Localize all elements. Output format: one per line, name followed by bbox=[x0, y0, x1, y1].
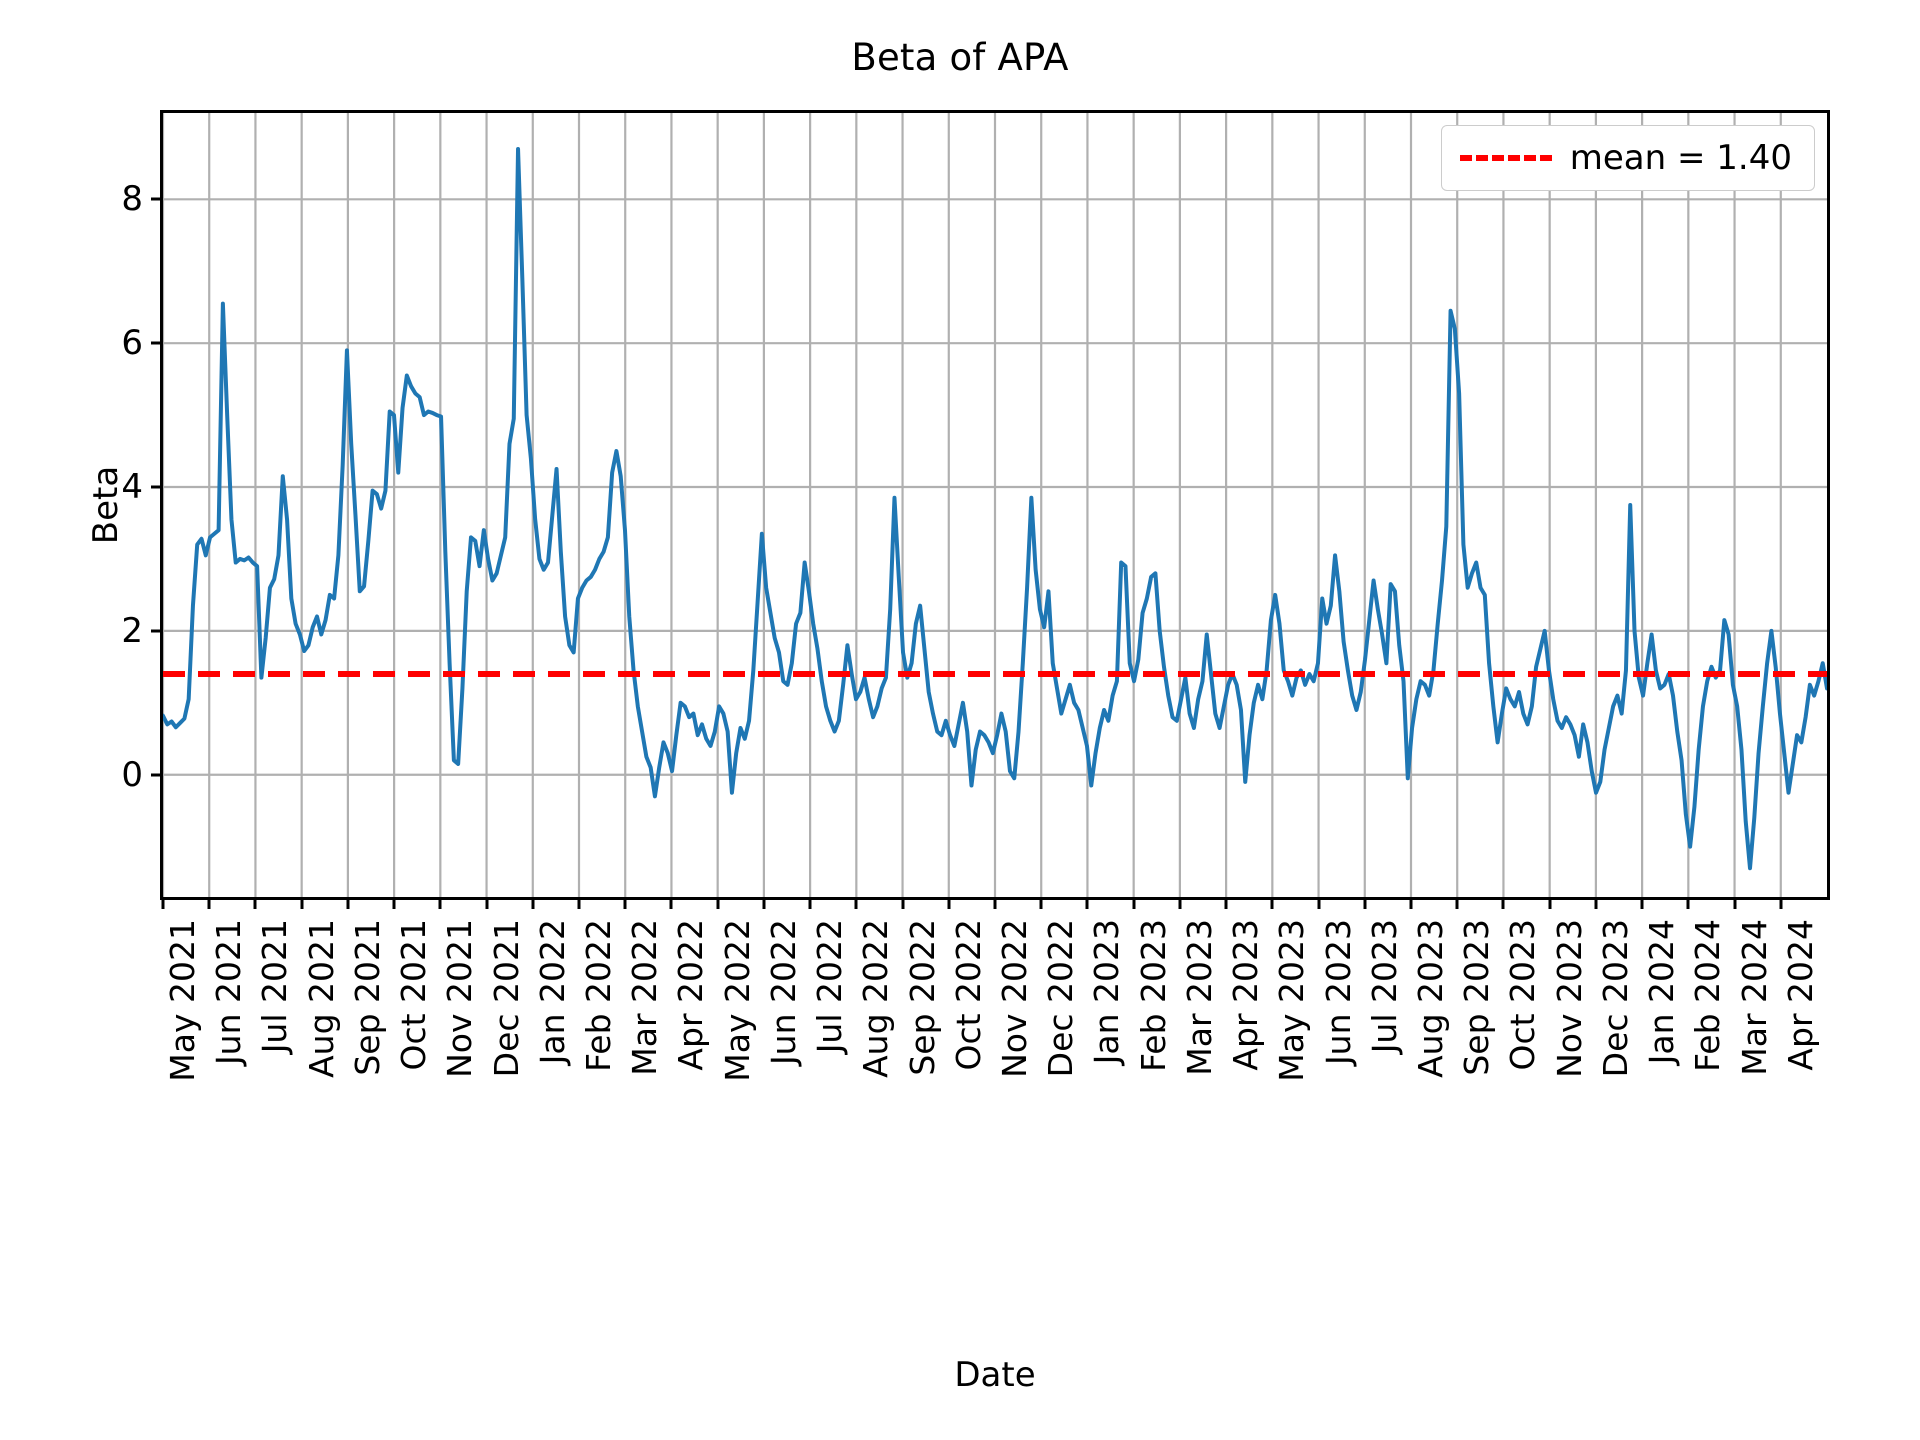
x-tick-label: Jan 2023 bbox=[1087, 919, 1127, 1065]
y-tick-label: 0 bbox=[121, 754, 143, 795]
x-tick-mark bbox=[392, 897, 396, 909]
x-tick-label: Aug 2021 bbox=[301, 919, 341, 1078]
x-tick-label: Jul 2023 bbox=[1364, 919, 1404, 1054]
x-tick-label: Dec 2021 bbox=[486, 919, 526, 1078]
x-tick-mark bbox=[1039, 897, 1043, 909]
x-tick-label: Sep 2022 bbox=[902, 919, 942, 1076]
x-tick-label: Mar 2023 bbox=[1179, 919, 1219, 1076]
x-tick-mark bbox=[1317, 897, 1321, 909]
x-tick-label: Sep 2023 bbox=[1457, 919, 1497, 1076]
series-line-beta bbox=[163, 149, 1827, 868]
x-tick-label: Aug 2023 bbox=[1411, 919, 1450, 1078]
x-tick-mark bbox=[808, 897, 812, 909]
x-tick-mark bbox=[901, 897, 905, 909]
x-tick-mark bbox=[1224, 897, 1228, 909]
x-tick-label: Mar 2024 bbox=[1734, 919, 1774, 1076]
x-tick-label: Jun 2021 bbox=[209, 919, 249, 1066]
y-tick-mark bbox=[151, 773, 163, 777]
legend-swatch-mean-line bbox=[1459, 155, 1552, 161]
series-layer bbox=[163, 113, 1827, 897]
x-tick-mark bbox=[1455, 897, 1459, 909]
x-tick-label: May 2021 bbox=[163, 919, 202, 1082]
x-tick-mark bbox=[207, 897, 211, 909]
x-tick-mark bbox=[1085, 897, 1089, 909]
y-tick-label: 8 bbox=[121, 179, 143, 220]
x-tick-label: Jul 2021 bbox=[255, 919, 295, 1054]
y-tick-mark bbox=[151, 341, 163, 345]
x-tick-mark bbox=[253, 897, 257, 909]
x-tick-label: Aug 2022 bbox=[856, 919, 896, 1078]
x-tick-label: Feb 2022 bbox=[579, 919, 618, 1072]
x-tick-mark bbox=[1501, 897, 1505, 909]
x-tick-mark bbox=[1548, 897, 1552, 909]
x-tick-label: Sep 2021 bbox=[347, 919, 387, 1076]
x-tick-mark bbox=[669, 897, 673, 909]
x-tick-label: Jul 2022 bbox=[810, 919, 850, 1054]
legend: mean = 1.40 bbox=[1440, 125, 1815, 191]
x-tick-label: May 2022 bbox=[717, 919, 757, 1082]
x-tick-label: Feb 2023 bbox=[1133, 919, 1173, 1072]
x-tick-label: May 2023 bbox=[1272, 919, 1312, 1082]
x-tick-mark bbox=[485, 897, 489, 909]
x-tick-label: Nov 2023 bbox=[1549, 919, 1589, 1078]
x-tick-mark bbox=[161, 897, 165, 909]
x-tick-label: Nov 2021 bbox=[440, 919, 480, 1078]
x-tick-label: Dec 2022 bbox=[1041, 919, 1081, 1078]
x-tick-mark bbox=[947, 897, 951, 909]
x-tick-mark bbox=[300, 897, 304, 909]
y-tick-label: 4 bbox=[121, 467, 143, 508]
x-tick-label: Nov 2022 bbox=[995, 919, 1034, 1078]
x-tick-label: Feb 2024 bbox=[1688, 919, 1728, 1072]
x-tick-label: Jan 2022 bbox=[532, 919, 572, 1065]
x-tick-label: Jan 2024 bbox=[1642, 919, 1682, 1065]
y-tick-mark bbox=[151, 485, 163, 489]
x-tick-mark bbox=[1686, 897, 1690, 909]
x-tick-mark bbox=[1270, 897, 1274, 909]
x-tick-mark bbox=[577, 897, 581, 909]
x-tick-mark bbox=[1594, 897, 1598, 909]
x-tick-mark bbox=[993, 897, 997, 909]
x-tick-mark bbox=[1363, 897, 1367, 909]
legend-label-mean-line: mean = 1.40 bbox=[1569, 138, 1792, 178]
grid-layer bbox=[163, 113, 1827, 897]
x-tick-mark bbox=[1733, 897, 1737, 909]
x-tick-mark bbox=[346, 897, 350, 909]
series-svg bbox=[163, 113, 1827, 897]
x-axis-label: Date bbox=[954, 1355, 1036, 1395]
x-tick-label: Jun 2023 bbox=[1318, 919, 1358, 1066]
x-tick-mark bbox=[1640, 897, 1644, 909]
y-tick-mark bbox=[151, 197, 163, 201]
x-tick-mark bbox=[1409, 897, 1413, 909]
y-tick-label: 2 bbox=[121, 610, 143, 651]
x-tick-label: Apr 2023 bbox=[1226, 919, 1266, 1071]
x-tick-mark bbox=[438, 897, 442, 909]
x-tick-mark bbox=[1132, 897, 1136, 909]
y-tick-mark bbox=[151, 629, 163, 633]
x-tick-label: Jun 2022 bbox=[763, 919, 803, 1066]
x-tick-mark bbox=[1779, 897, 1783, 909]
x-tick-label: Oct 2021 bbox=[394, 919, 434, 1071]
x-tick-mark bbox=[531, 897, 535, 909]
y-axis-label: Beta bbox=[86, 465, 127, 545]
y-tick-label: 6 bbox=[121, 323, 143, 364]
x-tick-label: Oct 2023 bbox=[1503, 919, 1543, 1071]
x-tick-label: Apr 2022 bbox=[671, 919, 711, 1071]
page-title: Beta of APA bbox=[851, 36, 1069, 79]
x-tick-mark bbox=[623, 897, 627, 909]
x-tick-mark bbox=[762, 897, 766, 909]
x-tick-mark bbox=[854, 897, 858, 909]
x-tick-label: Mar 2022 bbox=[625, 919, 665, 1076]
x-tick-mark bbox=[716, 897, 720, 909]
grid-svg bbox=[163, 113, 1827, 897]
x-tick-mark bbox=[1178, 897, 1182, 909]
x-tick-label: Dec 2023 bbox=[1595, 919, 1635, 1078]
x-tick-label: Apr 2024 bbox=[1780, 919, 1820, 1071]
x-tick-label: Oct 2022 bbox=[948, 919, 988, 1071]
